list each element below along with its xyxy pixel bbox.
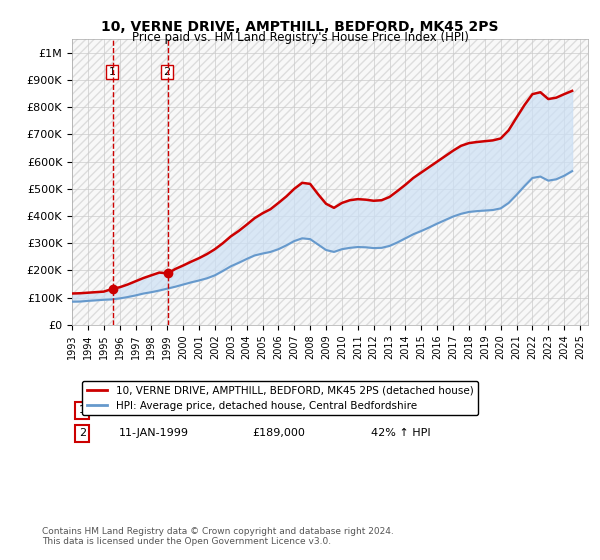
Text: £132,500: £132,500 [253, 405, 305, 416]
Legend: 10, VERNE DRIVE, AMPTHILL, BEDFORD, MK45 2PS (detached house), HPI: Average pric: 10, VERNE DRIVE, AMPTHILL, BEDFORD, MK45… [82, 381, 478, 415]
Text: 2: 2 [79, 428, 86, 438]
Text: Price paid vs. HM Land Registry's House Price Index (HPI): Price paid vs. HM Land Registry's House … [131, 31, 469, 44]
FancyBboxPatch shape [72, 39, 588, 325]
Text: 11-JAN-1999: 11-JAN-1999 [118, 428, 188, 438]
Text: 33% ↑ HPI: 33% ↑ HPI [371, 405, 431, 416]
Text: 28-JUL-1995: 28-JUL-1995 [118, 405, 187, 416]
Text: 10, VERNE DRIVE, AMPTHILL, BEDFORD, MK45 2PS: 10, VERNE DRIVE, AMPTHILL, BEDFORD, MK45… [101, 20, 499, 34]
Text: £189,000: £189,000 [253, 428, 305, 438]
Text: 1: 1 [79, 405, 86, 416]
Text: Contains HM Land Registry data © Crown copyright and database right 2024.
This d: Contains HM Land Registry data © Crown c… [42, 526, 394, 546]
Text: 1: 1 [109, 67, 116, 77]
Text: 2: 2 [164, 67, 170, 77]
Text: 42% ↑ HPI: 42% ↑ HPI [371, 428, 431, 438]
